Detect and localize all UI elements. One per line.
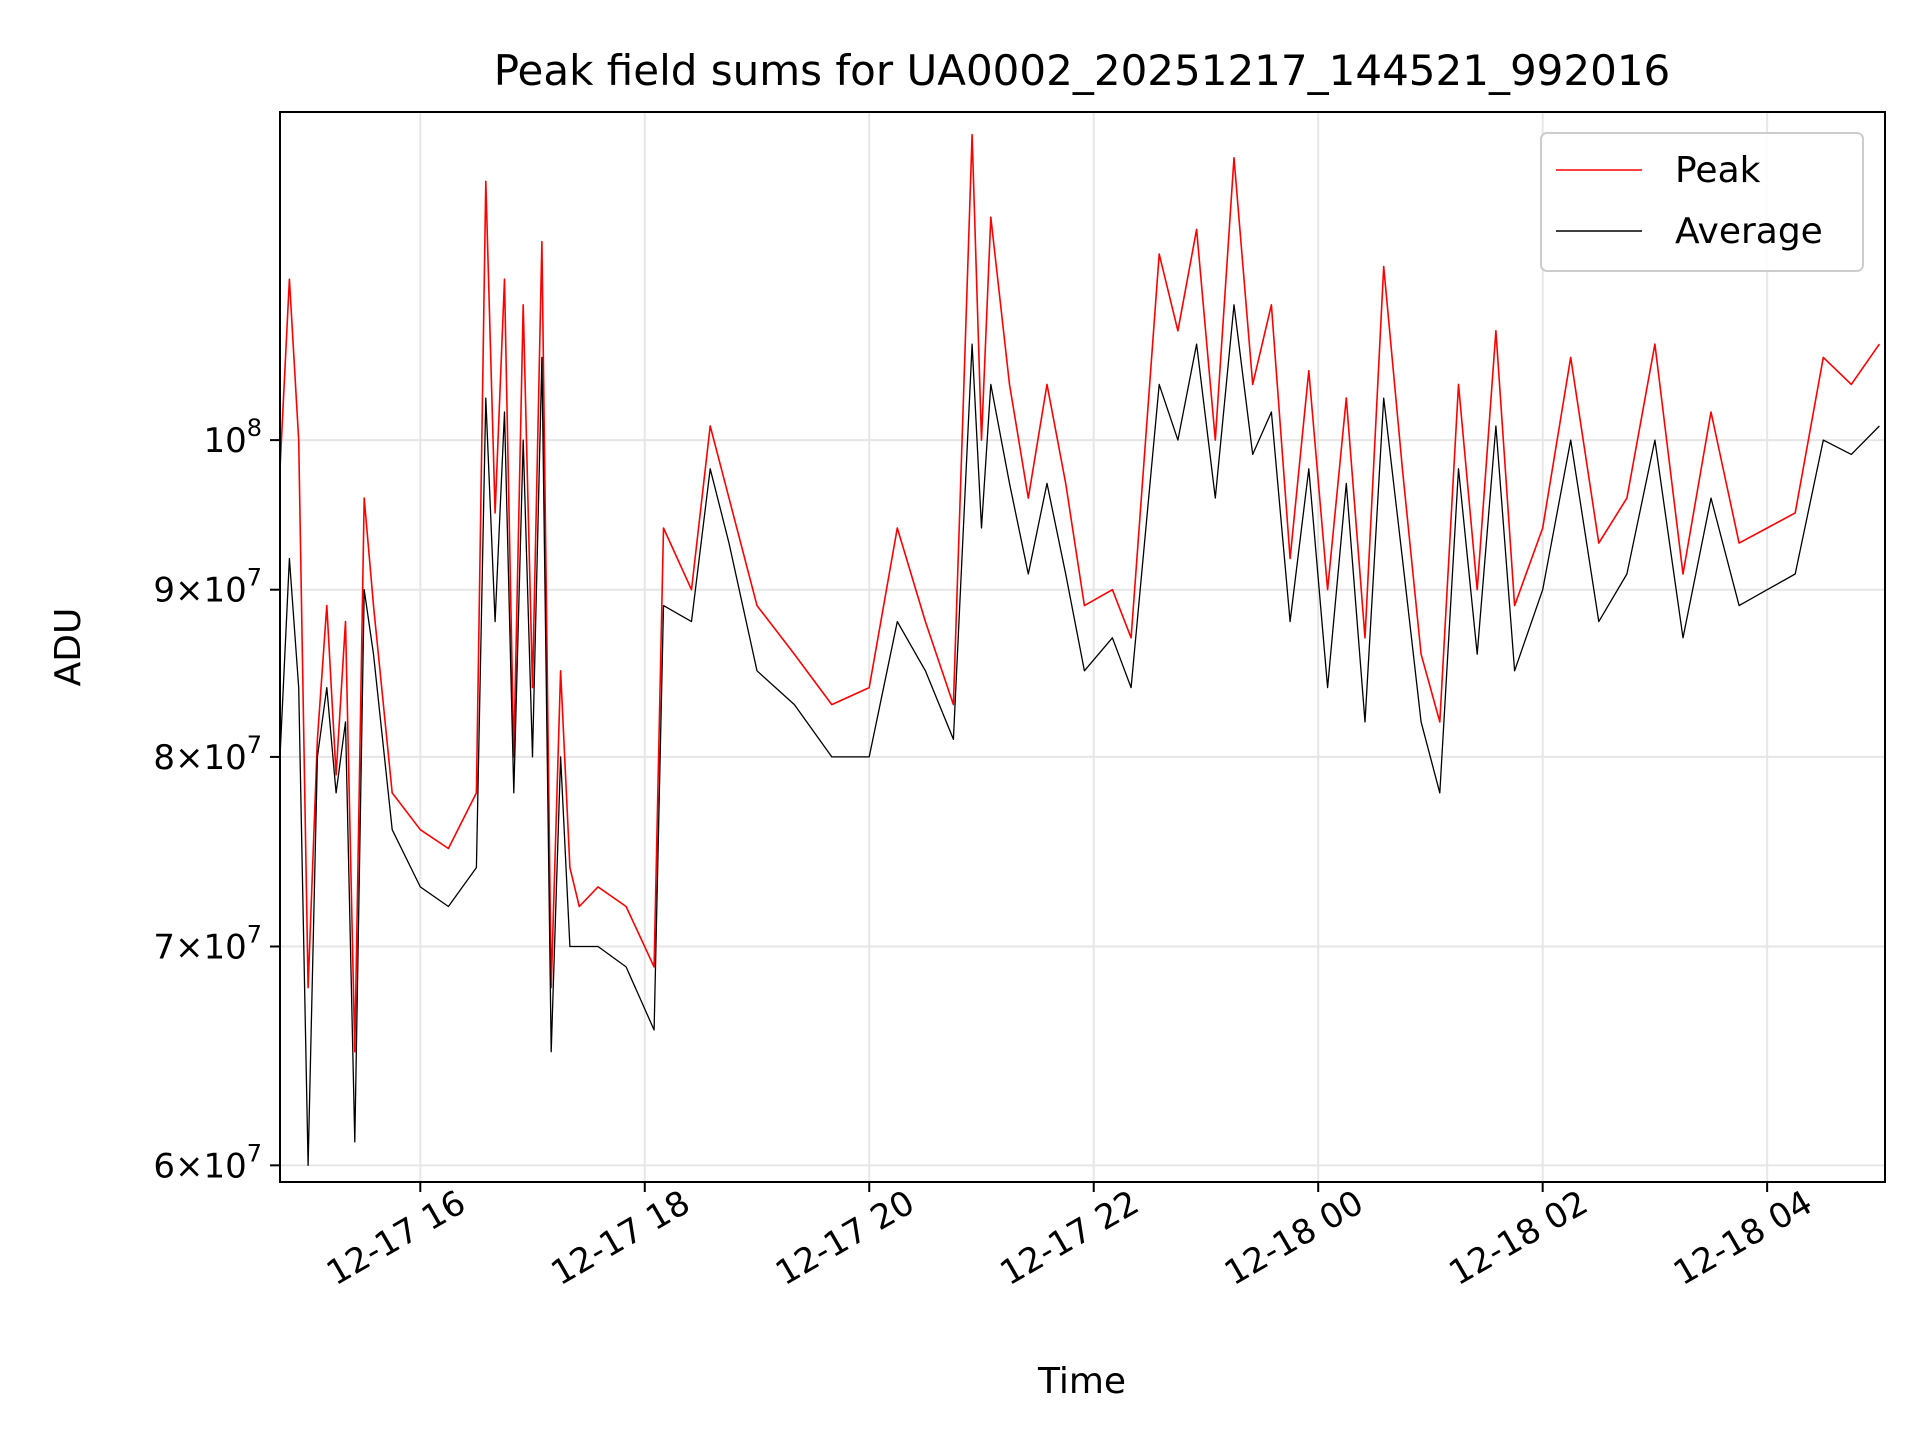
- y-tick-label: 108: [203, 414, 262, 461]
- y-tick-label: 8×107: [153, 731, 262, 778]
- y-axis: 6×107 7×107 8×107 9×107 108: [153, 414, 280, 1186]
- legend-box: [1540, 132, 1864, 272]
- legend-average-label: Average: [1675, 211, 1823, 252]
- legend: Peak Average: [1540, 132, 1864, 272]
- legend-peak-label: Peak: [1675, 150, 1761, 191]
- chart-title: Peak field sums for UA0002_20251217_1445…: [494, 46, 1671, 95]
- series-line-average: [279, 304, 1880, 1166]
- y-tick-label: 7×107: [153, 920, 262, 967]
- plot-frame: [279, 111, 1886, 1183]
- y-tick-label: 6×107: [153, 1139, 262, 1186]
- x-axis-label: Time: [1037, 1361, 1126, 1402]
- series-line-peak: [279, 133, 1881, 1053]
- series-layer: [279, 133, 1881, 1166]
- y-tick-label: 9×107: [153, 564, 262, 611]
- y-axis-label: ADU: [48, 608, 89, 687]
